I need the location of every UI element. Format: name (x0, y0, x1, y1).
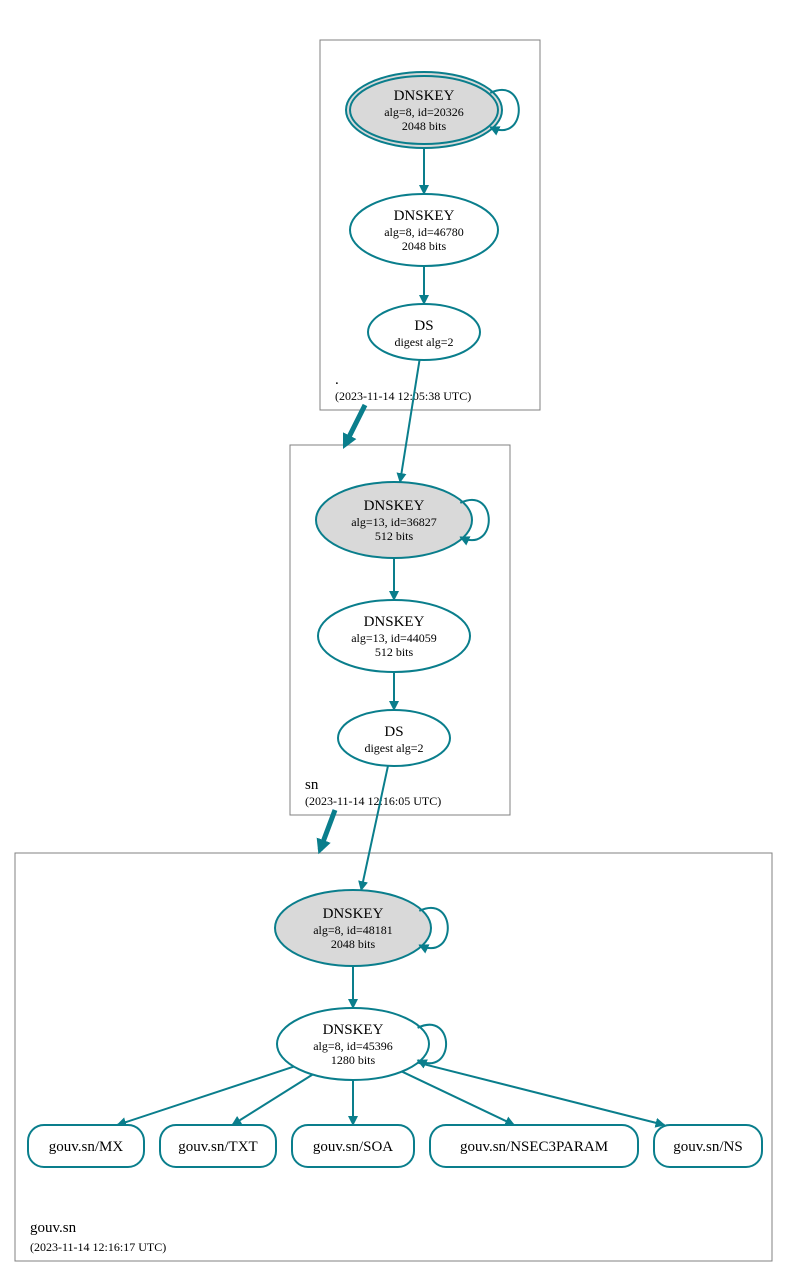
svg-text:(2023-11-14 12:16:05 UTC): (2023-11-14 12:16:05 UTC) (305, 794, 441, 808)
svg-text:alg=13, id=36827: alg=13, id=36827 (351, 515, 437, 529)
nodes-layer: DNSKEYalg=8, id=203262048 bitsDNSKEYalg=… (28, 72, 762, 1167)
svg-text:.: . (335, 372, 339, 388)
svg-text:gouv.sn/MX: gouv.sn/MX (49, 1139, 124, 1155)
node-rr_nsec: gouv.sn/NSEC3PARAM (430, 1125, 638, 1167)
svg-text:2048 bits: 2048 bits (402, 239, 447, 253)
svg-text:(2023-11-14 12:16:17 UTC): (2023-11-14 12:16:17 UTC) (30, 1240, 166, 1254)
svg-text:(2023-11-14 12:05:38 UTC): (2023-11-14 12:05:38 UTC) (335, 389, 471, 403)
dnssec-diagram: .(2023-11-14 12:05:38 UTC)sn(2023-11-14 … (0, 0, 787, 1278)
node-rr_ns: gouv.sn/NS (654, 1125, 762, 1167)
svg-text:DS: DS (414, 318, 433, 334)
node-gouv_ksk: DNSKEYalg=8, id=481812048 bits (275, 890, 448, 966)
node-root_ksk: DNSKEYalg=8, id=203262048 bits (346, 72, 519, 148)
node-root_ds: DSdigest alg=2 (368, 304, 480, 360)
svg-text:DS: DS (384, 724, 403, 740)
svg-text:2048 bits: 2048 bits (402, 119, 447, 133)
svg-text:alg=13, id=44059: alg=13, id=44059 (351, 631, 437, 645)
svg-text:512 bits: 512 bits (375, 529, 414, 543)
svg-text:2048 bits: 2048 bits (331, 937, 376, 951)
edge (117, 1067, 294, 1125)
svg-text:DNSKEY: DNSKEY (364, 614, 425, 630)
svg-text:gouv.sn/SOA: gouv.sn/SOA (313, 1139, 393, 1155)
svg-text:DNSKEY: DNSKEY (394, 208, 455, 224)
node-gouv_zsk: DNSKEYalg=8, id=453961280 bits (277, 1008, 446, 1080)
node-rr_soa: gouv.sn/SOA (292, 1125, 414, 1167)
svg-text:DNSKEY: DNSKEY (394, 88, 455, 104)
svg-text:alg=8, id=48181: alg=8, id=48181 (313, 923, 393, 937)
svg-text:sn: sn (305, 777, 319, 793)
zone-edge (345, 405, 365, 445)
svg-text:gouv.sn: gouv.sn (30, 1220, 77, 1236)
node-sn_ksk: DNSKEYalg=13, id=36827512 bits (316, 482, 489, 558)
svg-text:alg=8, id=20326: alg=8, id=20326 (384, 105, 464, 119)
svg-text:digest alg=2: digest alg=2 (364, 741, 423, 755)
svg-text:alg=8, id=46780: alg=8, id=46780 (384, 225, 464, 239)
node-rr_txt: gouv.sn/TXT (160, 1125, 276, 1167)
svg-text:gouv.sn/NS: gouv.sn/NS (673, 1139, 742, 1155)
edge (402, 1072, 514, 1125)
svg-text:DNSKEY: DNSKEY (323, 1022, 384, 1038)
svg-text:DNSKEY: DNSKEY (323, 906, 384, 922)
node-root_zsk: DNSKEYalg=8, id=467802048 bits (350, 194, 498, 266)
svg-text:alg=8, id=45396: alg=8, id=45396 (313, 1039, 393, 1053)
node-sn_zsk: DNSKEYalg=13, id=44059512 bits (318, 600, 470, 672)
svg-text:512 bits: 512 bits (375, 645, 414, 659)
svg-text:gouv.sn/TXT: gouv.sn/TXT (178, 1139, 257, 1155)
node-sn_ds: DSdigest alg=2 (338, 710, 450, 766)
svg-text:gouv.sn/NSEC3PARAM: gouv.sn/NSEC3PARAM (460, 1139, 608, 1155)
edge (418, 1063, 665, 1125)
svg-text:digest alg=2: digest alg=2 (394, 335, 453, 349)
edge (361, 766, 388, 890)
edge (400, 360, 420, 482)
zone-edge (320, 810, 335, 850)
svg-text:1280 bits: 1280 bits (331, 1053, 376, 1067)
svg-text:DNSKEY: DNSKEY (364, 498, 425, 514)
node-rr_mx: gouv.sn/MX (28, 1125, 144, 1167)
